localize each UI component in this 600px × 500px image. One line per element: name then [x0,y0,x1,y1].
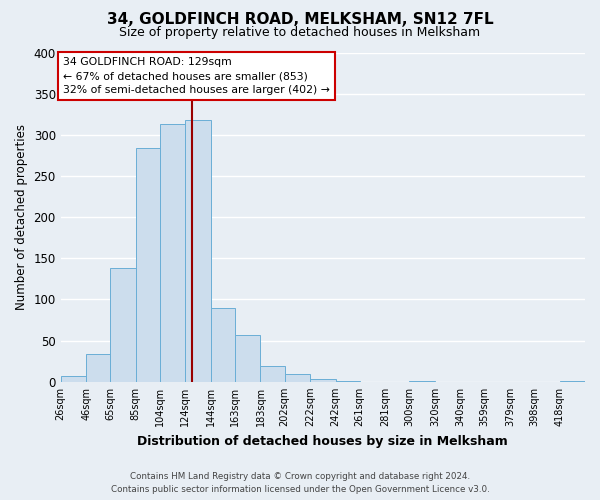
Bar [560,381,585,382]
Bar [110,268,136,382]
Bar [284,374,310,382]
Text: Size of property relative to detached houses in Melksham: Size of property relative to detached ho… [119,26,481,39]
Bar [409,381,435,382]
Bar [310,380,335,382]
Bar [185,120,211,382]
Bar [211,308,235,382]
Bar [86,354,110,382]
Bar [235,335,260,382]
Y-axis label: Number of detached properties: Number of detached properties [15,124,28,310]
Bar [136,148,160,382]
Text: 34, GOLDFINCH ROAD, MELKSHAM, SN12 7FL: 34, GOLDFINCH ROAD, MELKSHAM, SN12 7FL [107,12,493,28]
Bar [260,366,284,382]
X-axis label: Distribution of detached houses by size in Melksham: Distribution of detached houses by size … [137,434,508,448]
Text: 34 GOLDFINCH ROAD: 129sqm
← 67% of detached houses are smaller (853)
32% of semi: 34 GOLDFINCH ROAD: 129sqm ← 67% of detac… [63,56,330,96]
Bar [160,124,185,382]
Bar [335,381,360,382]
Text: Contains HM Land Registry data © Crown copyright and database right 2024.
Contai: Contains HM Land Registry data © Crown c… [110,472,490,494]
Bar [61,376,86,382]
